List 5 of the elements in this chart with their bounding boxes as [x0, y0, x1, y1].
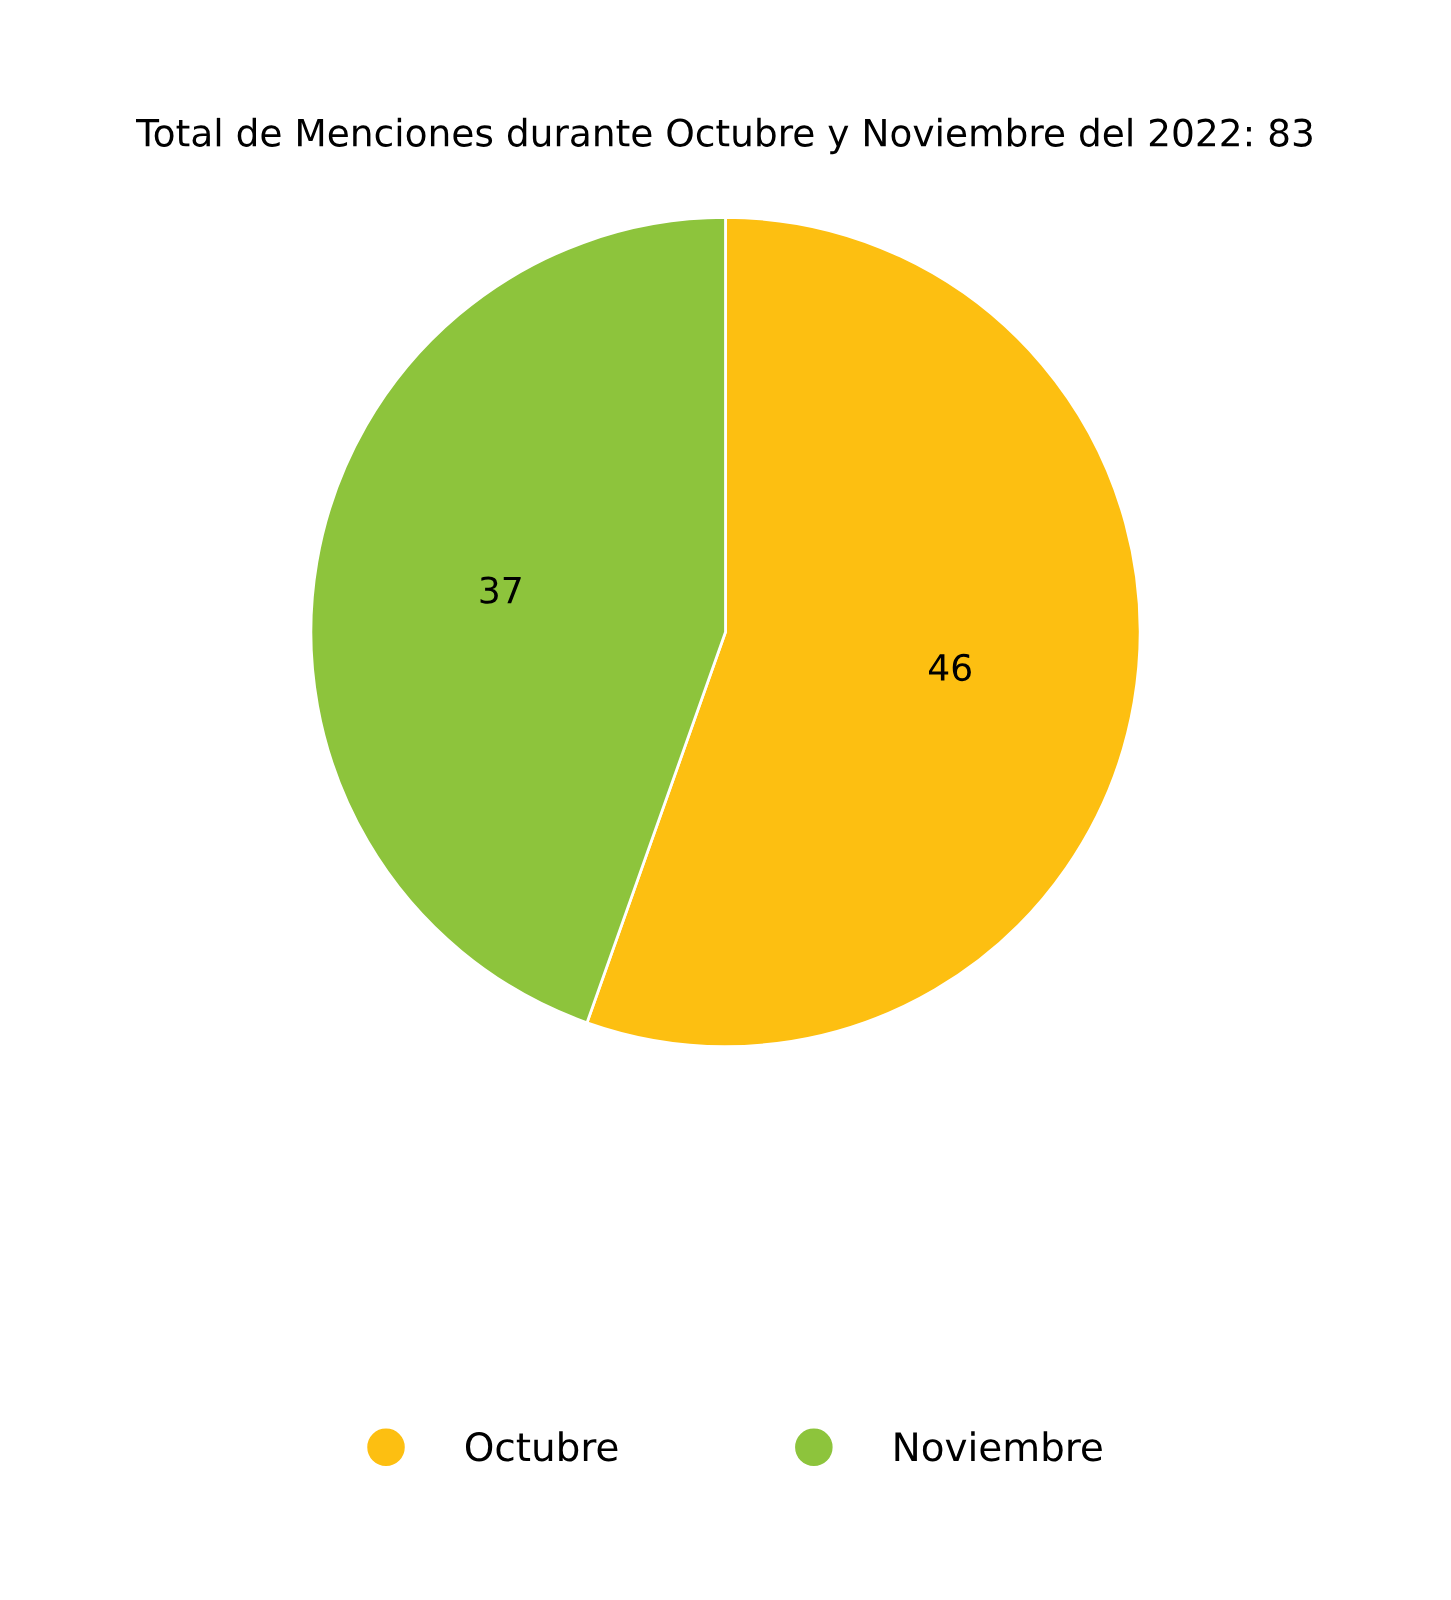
legend-label: Noviembre [895, 1431, 1102, 1462]
data-label: 46 [929, 653, 971, 682]
legend-label: Octubre [465, 1431, 618, 1462]
chart-title: Total de Menciones durante Octubre y Noviembre del 2022: 83 [135, 117, 1312, 155]
data-label: 37 [480, 576, 521, 604]
